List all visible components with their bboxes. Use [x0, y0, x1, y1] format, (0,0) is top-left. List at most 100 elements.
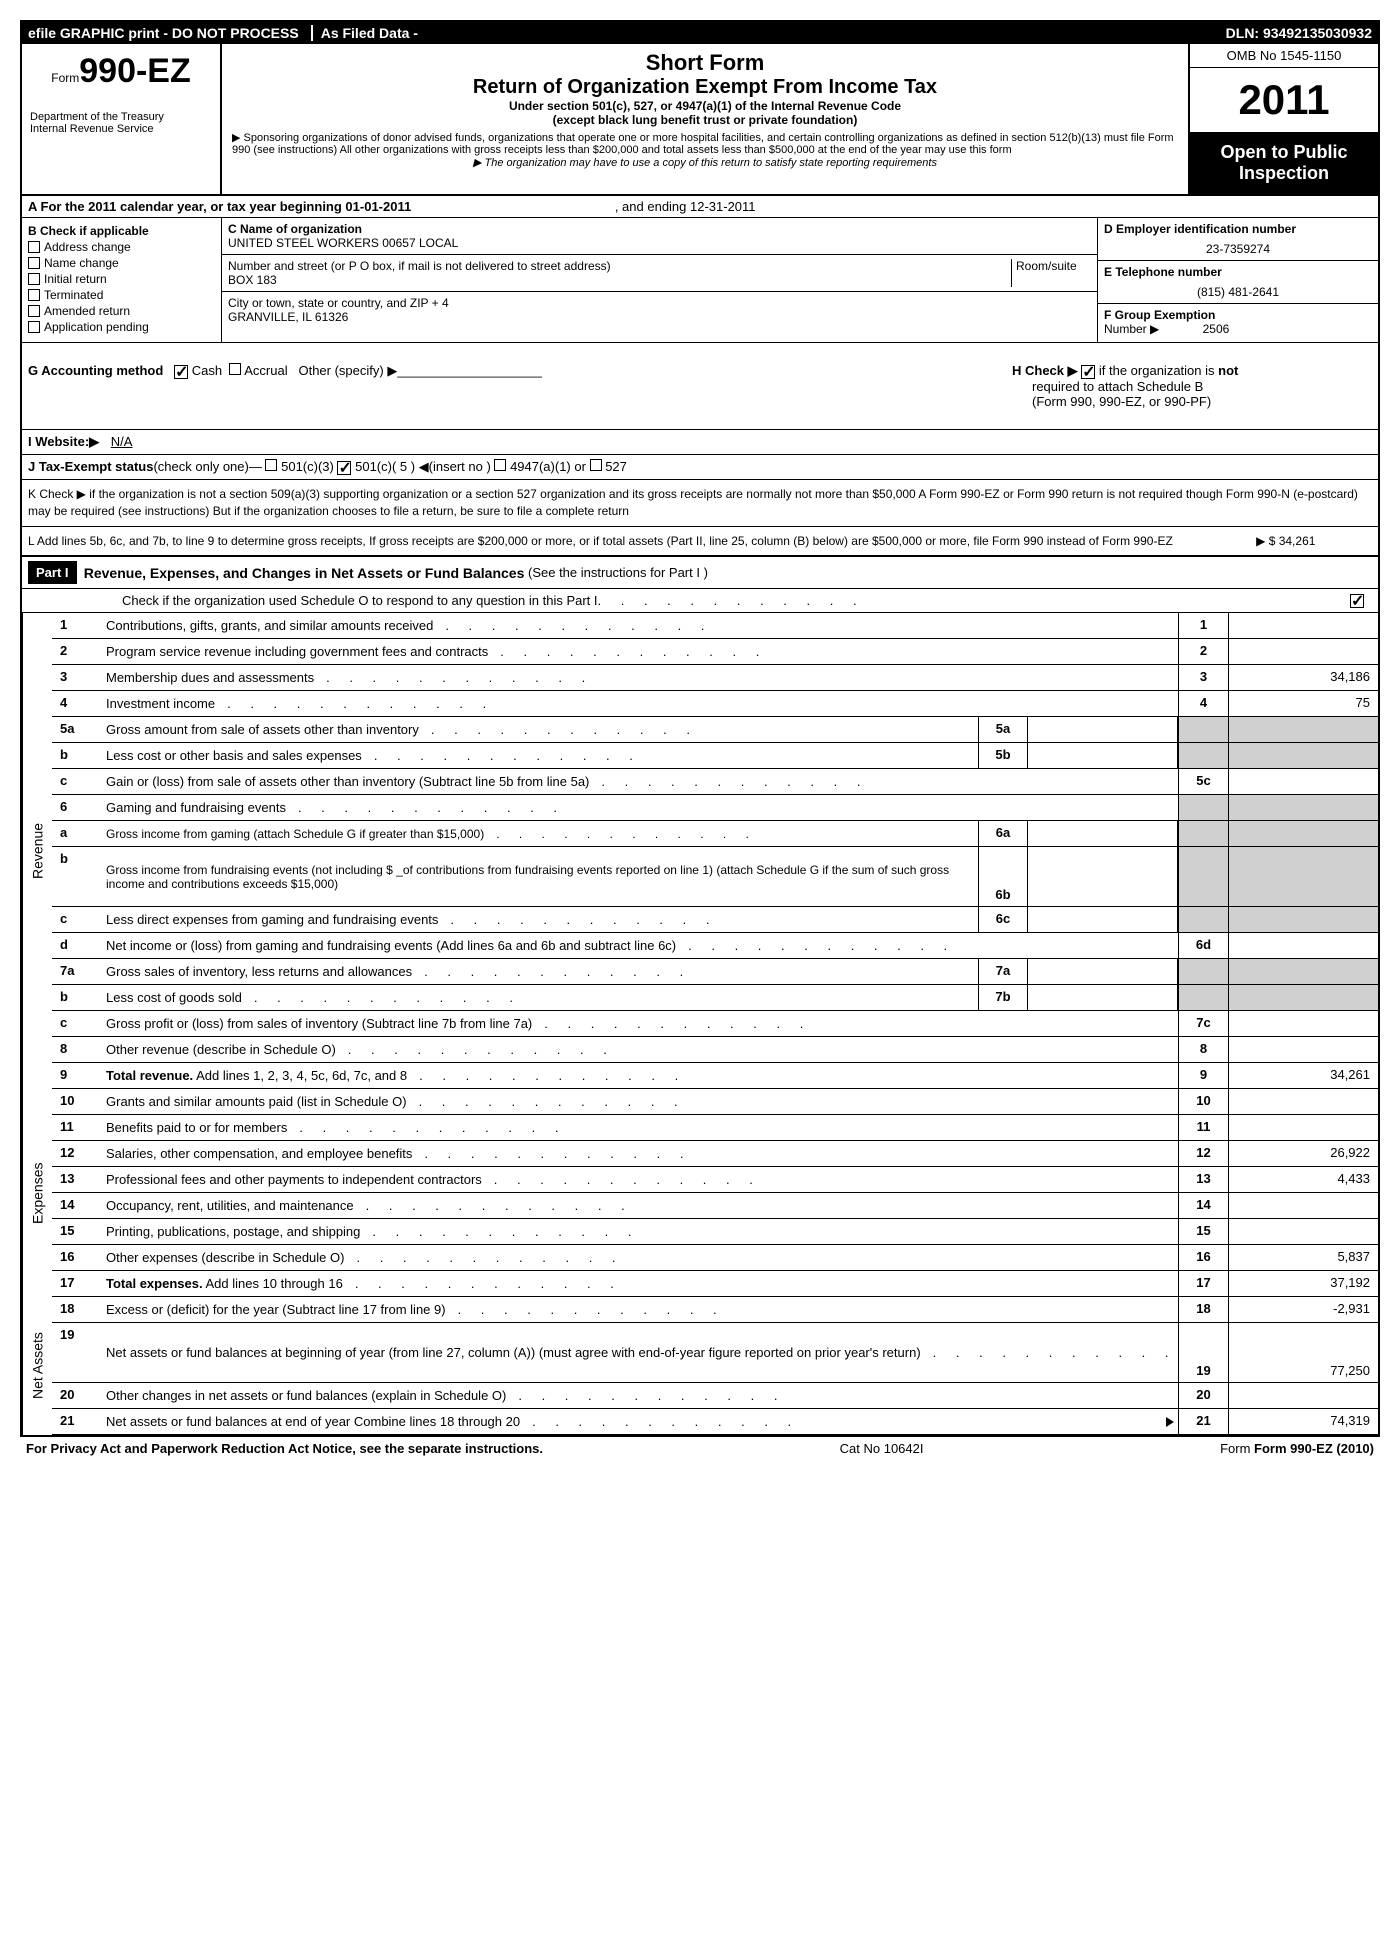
row-end-val: -2,931: [1228, 1297, 1378, 1322]
row-label: Contributions, gifts, grants, and simila…: [102, 613, 1178, 638]
row-num: 15: [52, 1219, 102, 1244]
h-text3: (Form 990, 990-EZ, or 990-PF): [1012, 394, 1372, 409]
part1-label: Part I: [28, 561, 77, 584]
open-public2: Inspection: [1194, 163, 1374, 184]
row-label: Less direct expenses from gaming and fun…: [102, 907, 978, 932]
table-row: bGross income from fundraising events (n…: [52, 847, 1378, 907]
row-num: 2: [52, 639, 102, 664]
checkbox-527[interactable]: [590, 459, 602, 471]
row-end-num: 5c: [1178, 769, 1228, 794]
part1-title: Revenue, Expenses, and Changes in Net As…: [84, 565, 525, 581]
dln-text: DLN: 93492135030932: [1226, 25, 1372, 41]
row-end-val: [1228, 639, 1378, 664]
gray-cell: [1178, 795, 1228, 820]
row-label: Benefits paid to or for members: [102, 1115, 1178, 1140]
table-row: 15Printing, publications, postage, and s…: [52, 1219, 1378, 1245]
row-end-num: 18: [1178, 1297, 1228, 1322]
row-end-num: 12: [1178, 1141, 1228, 1166]
city-label: City or town, state or country, and ZIP …: [228, 296, 1091, 310]
table-row: 20Other changes in net assets or fund ba…: [52, 1383, 1378, 1409]
gray-cell: [1228, 907, 1378, 932]
row-mid-num: 6c: [978, 907, 1028, 932]
phone-label: E Telephone number: [1104, 265, 1222, 279]
row-end-val: [1228, 1011, 1378, 1036]
row-mid-val: [1028, 743, 1178, 768]
checkbox-accrual[interactable]: [229, 363, 241, 375]
checkbox-4947[interactable]: [494, 459, 506, 471]
row-end-val: [1228, 1115, 1378, 1140]
revenue-label: Revenue: [22, 613, 52, 1089]
row-end-val: 5,837: [1228, 1245, 1378, 1270]
row-num: 16: [52, 1245, 102, 1270]
row-label: Less cost of goods sold: [102, 985, 978, 1010]
checkbox-amended[interactable]: [28, 305, 40, 317]
row-end-val: 77,250: [1228, 1323, 1378, 1382]
row-mid-num: 5b: [978, 743, 1028, 768]
checkbox-501c3[interactable]: [265, 459, 277, 471]
part1-check-text: Check if the organization used Schedule …: [122, 593, 598, 608]
table-row: dNet income or (loss) from gaming and fu…: [52, 933, 1378, 959]
return-title: Return of Organization Exempt From Incom…: [232, 76, 1178, 99]
header-left: Form990-EZ Department of the Treasury In…: [22, 44, 222, 194]
row-label: Gaming and fundraising events: [102, 795, 1178, 820]
table-row: 11Benefits paid to or for members11: [52, 1115, 1378, 1141]
row-mid-val: [1028, 985, 1178, 1010]
row-num: c: [52, 907, 102, 932]
table-row: 6Gaming and fundraising events: [52, 795, 1378, 821]
table-row: cGross profit or (loss) from sales of in…: [52, 1011, 1378, 1037]
col-c: C Name of organization UNITED STEEL WORK…: [222, 218, 1098, 342]
l-amount: ▶ $ 34,261: [1256, 534, 1315, 548]
table-row: 19Net assets or fund balances at beginni…: [52, 1323, 1378, 1383]
table-row: 14Occupancy, rent, utilities, and mainte…: [52, 1193, 1378, 1219]
arrow-text: ▶ The organization may have to use a cop…: [232, 156, 1178, 169]
checkbox-name[interactable]: [28, 257, 40, 269]
b-item-2: Initial return: [44, 272, 107, 286]
table-row: 12Salaries, other compensation, and empl…: [52, 1141, 1378, 1167]
row-num: a: [52, 821, 102, 846]
row-end-num: 9: [1178, 1063, 1228, 1088]
opt1: 501(c)(3): [281, 459, 334, 474]
website-row: I Website:▶ N/A: [22, 430, 1378, 455]
row-label: Net income or (loss) from gaming and fun…: [102, 933, 1178, 958]
row-mid-num: 7a: [978, 959, 1028, 984]
gray-cell: [1228, 717, 1378, 742]
table-row: 10Grants and similar amounts paid (list …: [52, 1089, 1378, 1115]
checkbox-schedule-o[interactable]: [1350, 594, 1364, 608]
row-num: 3: [52, 665, 102, 690]
checkbox-pending[interactable]: [28, 321, 40, 333]
accounting-row: G Accounting method Cash Accrual Other (…: [22, 343, 1378, 430]
form-container: efile GRAPHIC print - DO NOT PROCESS As …: [20, 20, 1380, 1437]
row-mid-val: [1028, 821, 1178, 846]
table-row: 7aGross sales of inventory, less returns…: [52, 959, 1378, 985]
row-end-num: 3: [1178, 665, 1228, 690]
row-end-num: 11: [1178, 1115, 1228, 1140]
b-item-3: Terminated: [44, 288, 103, 302]
under-section: Under section 501(c), 527, or 4947(a)(1)…: [232, 99, 1178, 113]
footer: For Privacy Act and Paperwork Reduction …: [20, 1437, 1380, 1460]
row-num: b: [52, 985, 102, 1010]
row-end-num: 10: [1178, 1089, 1228, 1114]
j-label: J Tax-Exempt status: [28, 459, 153, 474]
section-a: A For the 2011 calendar year, or tax yea…: [22, 196, 1378, 218]
checkbox-terminated[interactable]: [28, 289, 40, 301]
row-mid-num: 6b: [978, 847, 1028, 906]
except: (except black lung benefit trust or priv…: [232, 113, 1178, 127]
group-num: 2506: [1203, 322, 1230, 336]
row-num: 4: [52, 691, 102, 716]
row-mid-val: [1028, 717, 1178, 742]
checkbox-501c5[interactable]: [337, 461, 351, 475]
checkbox-address[interactable]: [28, 241, 40, 253]
row-label: Gross amount from sale of assets other t…: [102, 717, 978, 742]
dept1: Department of the Treasury: [30, 111, 212, 123]
gray-cell: [1228, 959, 1378, 984]
gray-cell: [1178, 959, 1228, 984]
row-label: Less cost or other basis and sales expen…: [102, 743, 978, 768]
gray-cell: [1178, 717, 1228, 742]
c-label: C Name of organization: [228, 222, 362, 236]
checkbox-initial[interactable]: [28, 273, 40, 285]
section-k: K Check ▶ if the organization is not a s…: [22, 480, 1378, 527]
row-num: 21: [52, 1409, 102, 1434]
section-l: L Add lines 5b, 6c, and 7b, to line 9 to…: [22, 527, 1378, 558]
checkbox-h[interactable]: [1081, 365, 1095, 379]
checkbox-cash[interactable]: [174, 365, 188, 379]
